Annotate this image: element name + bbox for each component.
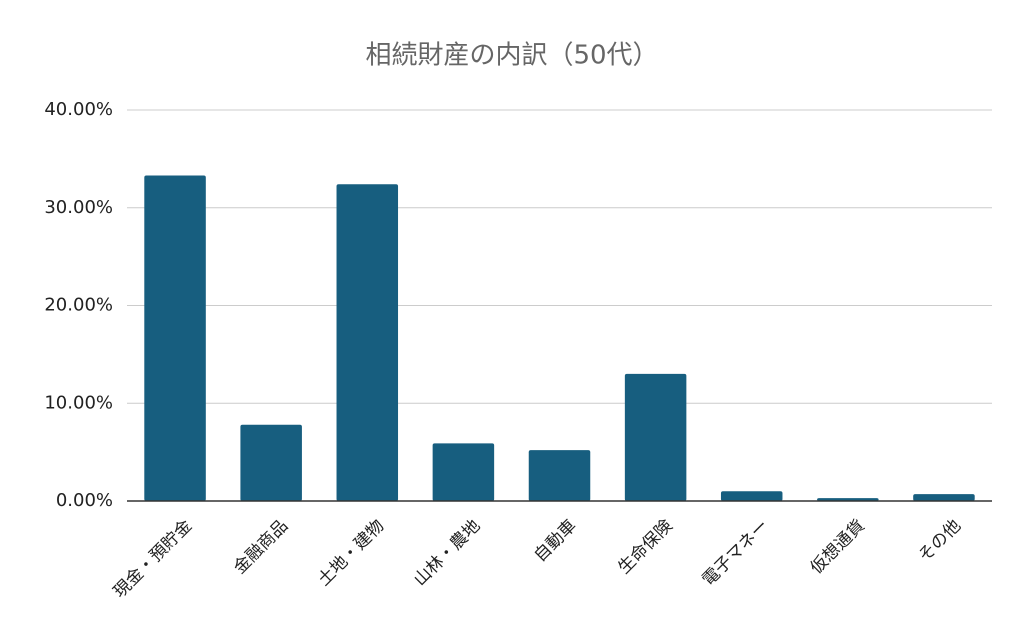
bar [336, 184, 399, 502]
bar [528, 450, 591, 501]
bar [720, 491, 783, 501]
x-tick-label: 土地・建物 [314, 516, 388, 590]
bar [913, 494, 975, 501]
x-tick-label: 仮想通貨 [807, 516, 869, 578]
y-tick-label: 20.00% [44, 295, 113, 316]
y-tick-label: 40.00% [44, 99, 113, 120]
bar [432, 443, 495, 501]
bar [240, 424, 302, 501]
x-tick-label: その他 [915, 516, 965, 566]
y-tick-label: 10.00% [44, 392, 113, 413]
y-tick-label: 0.00% [56, 490, 113, 511]
x-tick-label: 電子マネー [699, 516, 773, 590]
x-tick-label: 現金・預貯金 [110, 516, 196, 602]
bar [624, 373, 687, 501]
bar [144, 175, 206, 501]
x-tick-label: 生命保険 [614, 516, 676, 578]
x-tick-label: 山林・農地 [410, 516, 484, 590]
y-tick-label: 30.00% [44, 197, 113, 218]
x-tick-label: 自動車 [530, 516, 580, 566]
chart-title: 相続財産の内訳（50代） [365, 41, 658, 71]
x-tick-label: 金融商品 [230, 516, 292, 578]
